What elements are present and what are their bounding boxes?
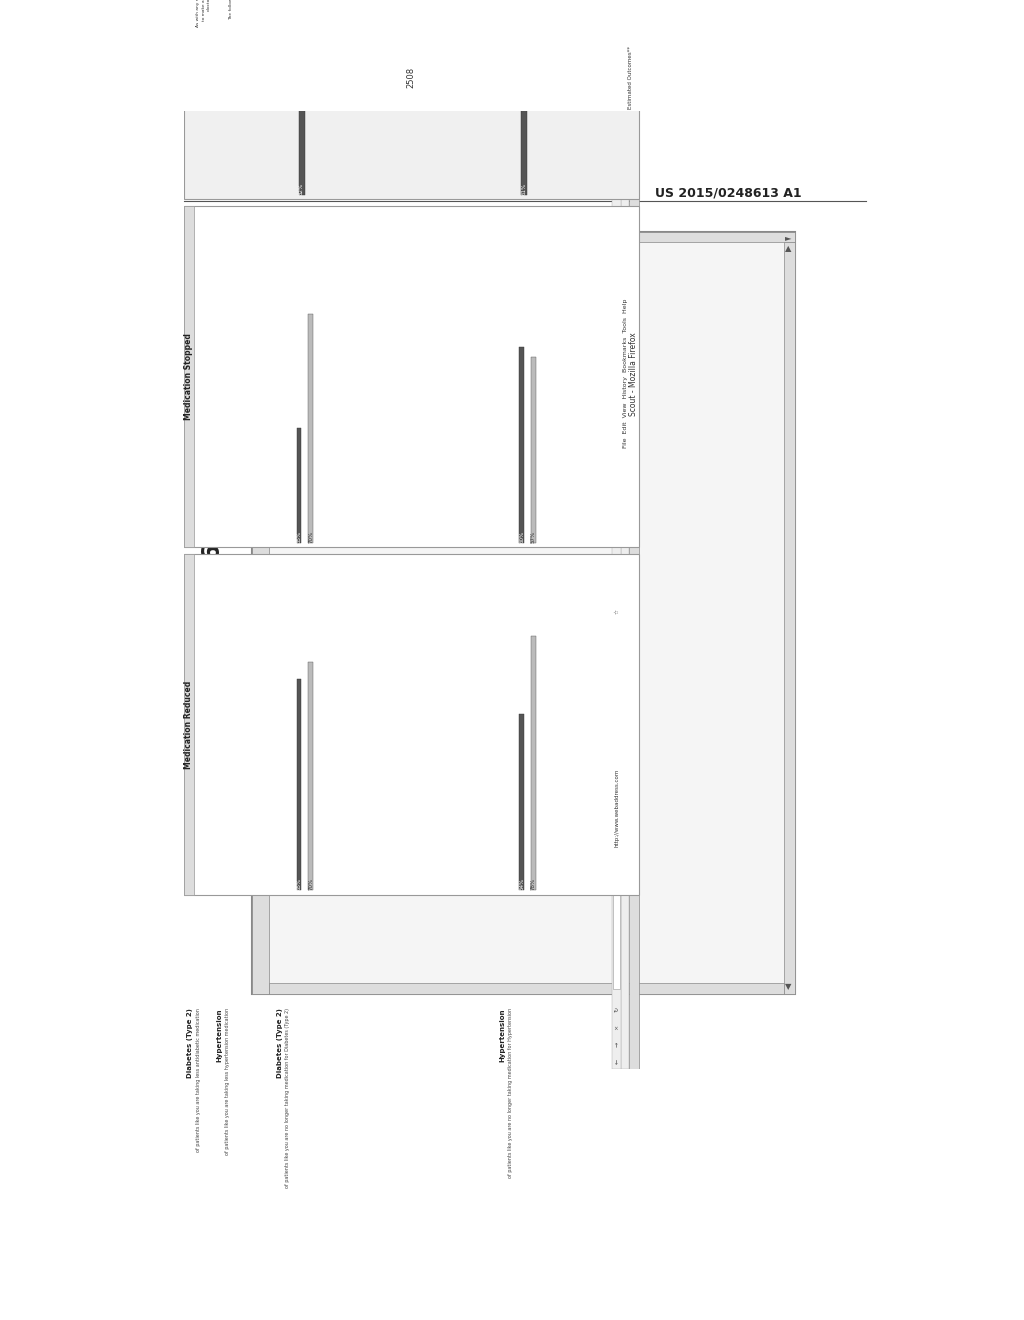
Bar: [254, 264, 260, 272]
Text: of patients like you are no longer taking medication for Diabetes (Type 2): of patients like you are no longer takin…: [285, 1008, 290, 1188]
Bar: [252, 231, 269, 994]
Text: to make a well-informed decision about your surgery. Although these problems rar: to make a well-informed decision about y…: [202, 0, 206, 21]
Bar: [530, 636, 536, 891]
Text: Hypertension: Hypertension: [500, 1008, 506, 1061]
Text: Scout - Mozilla Firefox: Scout - Mozilla Firefox: [630, 331, 638, 416]
Text: File  Edit  View  History  Bookmarks  Tools  Help: File Edit View History Bookmarks Tools H…: [624, 300, 628, 449]
Bar: [252, 231, 795, 994]
Text: 65%: 65%: [297, 878, 302, 891]
Text: Sheet 18 of 32: Sheet 18 of 32: [512, 187, 614, 199]
Text: The following is general information about potential risk and complications and : The following is general information abo…: [229, 0, 233, 20]
Text: 2500: 2500: [283, 317, 318, 330]
Text: →: →: [614, 1041, 620, 1047]
Text: US 2015/0248613 A1: US 2015/0248613 A1: [655, 187, 802, 199]
Text: As with any surgical procedure, potential risks and complications can occur. We': As with any surgical procedure, potentia…: [197, 0, 201, 26]
Bar: [308, 663, 313, 891]
Text: 78%: 78%: [530, 878, 536, 891]
Bar: [783, 243, 795, 994]
Bar: [258, 302, 263, 308]
Bar: [252, 231, 269, 247]
Text: 35%: 35%: [297, 531, 302, 543]
Bar: [519, 347, 524, 543]
Bar: [308, 314, 313, 543]
Text: 70%: 70%: [308, 531, 313, 543]
Text: Diabetes (Type 2): Diabetes (Type 2): [276, 1008, 283, 1078]
Text: ↻: ↻: [614, 1007, 620, 1012]
Text: ◄: ◄: [271, 234, 278, 242]
Bar: [184, 0, 639, 199]
Bar: [261, 264, 268, 272]
Text: Diabetes (Type 2): Diabetes (Type 2): [187, 1008, 194, 1078]
Text: Medication Stopped: Medication Stopped: [184, 333, 194, 420]
Text: ►: ►: [785, 234, 792, 242]
Text: ×: ×: [614, 1024, 620, 1030]
Bar: [184, 206, 194, 546]
Bar: [269, 983, 783, 994]
Bar: [530, 356, 536, 543]
Bar: [521, 51, 527, 195]
Text: 61%: 61%: [521, 182, 526, 195]
Text: X: X: [255, 235, 261, 244]
Bar: [611, 0, 622, 1069]
Text: Estimated Outcomes**: Estimated Outcomes**: [628, 46, 633, 110]
Bar: [184, 206, 639, 546]
Bar: [269, 231, 795, 243]
Bar: [297, 678, 301, 891]
Bar: [299, 3, 305, 195]
Bar: [184, 554, 194, 895]
Text: 60%: 60%: [519, 531, 524, 543]
Text: ▼: ▼: [785, 982, 792, 990]
Text: http://www.webaddress.com: http://www.webaddress.com: [614, 768, 620, 847]
Bar: [261, 256, 268, 263]
Text: 2508: 2508: [407, 67, 416, 88]
Text: 82%: 82%: [299, 182, 304, 195]
Bar: [297, 429, 301, 543]
Text: ☆: ☆: [256, 284, 264, 294]
Bar: [285, 234, 331, 240]
Bar: [622, 0, 629, 1069]
Text: ☆: ☆: [614, 610, 620, 614]
Text: Patent Application Publication: Patent Application Publication: [183, 187, 396, 199]
Text: 70%: 70%: [308, 878, 313, 891]
Text: 57%: 57%: [530, 531, 536, 543]
Bar: [629, 0, 639, 1069]
Text: Medication Reduced: Medication Reduced: [184, 680, 194, 768]
Text: FIG. 26: FIG. 26: [202, 544, 225, 643]
Text: ·: ·: [255, 296, 260, 314]
Text: of patients like you are taking less antidiabetic medication: of patients like you are taking less ant…: [196, 1008, 201, 1152]
Text: 54%: 54%: [519, 878, 524, 891]
Text: of patients like you are no longer taking medication for Hypertension: of patients like you are no longer takin…: [508, 1008, 513, 1179]
Text: of patients like you are taking less hypertension medication: of patients like you are taking less hyp…: [224, 1008, 229, 1155]
Bar: [254, 256, 260, 263]
Bar: [184, 554, 639, 895]
Bar: [613, 626, 621, 989]
Bar: [519, 714, 524, 891]
Text: ▲: ▲: [785, 244, 792, 253]
Bar: [613, 602, 621, 622]
Text: ←: ←: [614, 1059, 620, 1064]
Text: Hypertension: Hypertension: [216, 1008, 222, 1061]
Text: Sep. 3, 2015: Sep. 3, 2015: [395, 187, 483, 199]
Text: doctor for more information, or go to any of the following pages to review the r: doctor for more information, or go to an…: [208, 0, 211, 12]
